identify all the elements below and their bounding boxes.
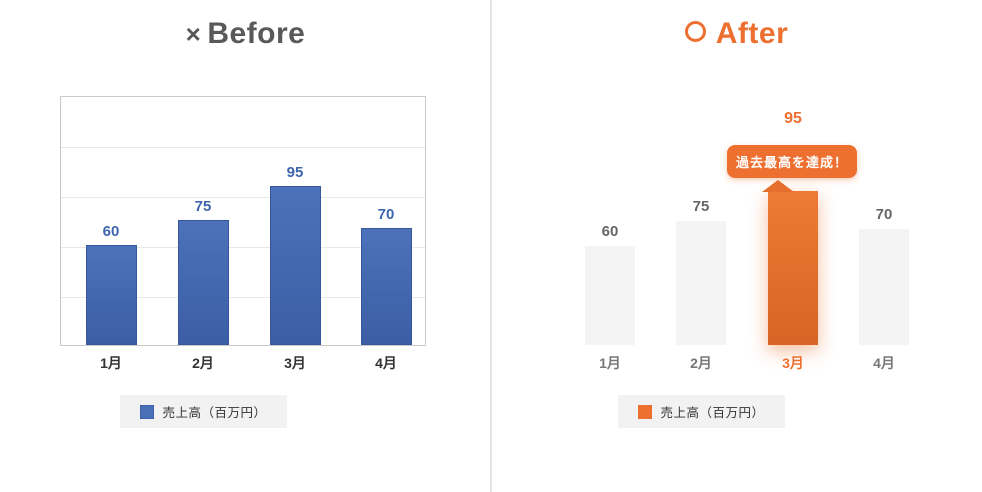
bar-apr bbox=[859, 229, 909, 345]
after-legend: 売上高（百万円） bbox=[618, 395, 785, 428]
axis-label-feb: 2月 bbox=[192, 355, 214, 371]
legend-swatch-icon bbox=[638, 404, 653, 419]
axis-label-apr: 4月 bbox=[873, 355, 895, 371]
axis-label-jan: 1月 bbox=[100, 355, 122, 371]
axis-label-mar-highlighted: 3月 bbox=[782, 355, 804, 371]
before-title: × Before bbox=[0, 17, 491, 51]
bar-mar bbox=[270, 186, 321, 345]
value-label: 60 bbox=[102, 223, 120, 240]
cross-mark-icon: × bbox=[185, 19, 202, 49]
bar-jan bbox=[86, 245, 137, 345]
bar-mar-highlighted bbox=[768, 191, 818, 345]
callout-label: 過去最高を達成！ bbox=[735, 155, 848, 170]
gridline bbox=[61, 197, 425, 198]
gridline bbox=[61, 297, 425, 298]
axis-label-feb: 2月 bbox=[690, 355, 712, 371]
value-label: 75 bbox=[692, 198, 710, 215]
legend-swatch-icon bbox=[140, 404, 155, 419]
after-title: After bbox=[491, 17, 982, 51]
bar-peak-arrow-icon bbox=[762, 180, 794, 192]
legend-label: 売上高（百万円） bbox=[660, 406, 765, 420]
gridline bbox=[61, 147, 425, 148]
panel-divider bbox=[490, 0, 492, 492]
value-label-highlighted: 95 bbox=[784, 110, 802, 127]
before-legend: 売上高（百万円） bbox=[120, 395, 287, 428]
axis-label-mar: 3月 bbox=[284, 355, 306, 371]
record-high-callout: 過去最高を達成！ bbox=[727, 145, 857, 178]
bar-apr bbox=[361, 228, 412, 345]
bar-feb bbox=[178, 220, 229, 345]
axis-label-jan: 1月 bbox=[599, 355, 621, 371]
value-label: 70 bbox=[875, 206, 893, 223]
circle-icon bbox=[684, 21, 706, 42]
value-label: 95 bbox=[286, 164, 304, 181]
value-label: 75 bbox=[194, 198, 212, 215]
after-title-label: After bbox=[715, 17, 789, 50]
before-panel: × Before 60 75 95 70 1月 2月 3月 4月 売上高（百万円） bbox=[0, 17, 491, 428]
bar-feb bbox=[676, 221, 726, 345]
before-title-label: Before bbox=[207, 17, 306, 50]
before-plot-area bbox=[60, 96, 426, 346]
after-panel: After 過去最高を達成！ 60 75 95 70 1月 2月 3月 4月 売… bbox=[491, 0, 982, 492]
bar-jan bbox=[585, 246, 635, 345]
legend-label: 売上高（百万円） bbox=[162, 406, 267, 420]
value-label: 60 bbox=[601, 223, 619, 240]
gridline bbox=[61, 247, 425, 248]
value-label: 70 bbox=[377, 206, 395, 223]
axis-label-apr: 4月 bbox=[375, 355, 397, 371]
